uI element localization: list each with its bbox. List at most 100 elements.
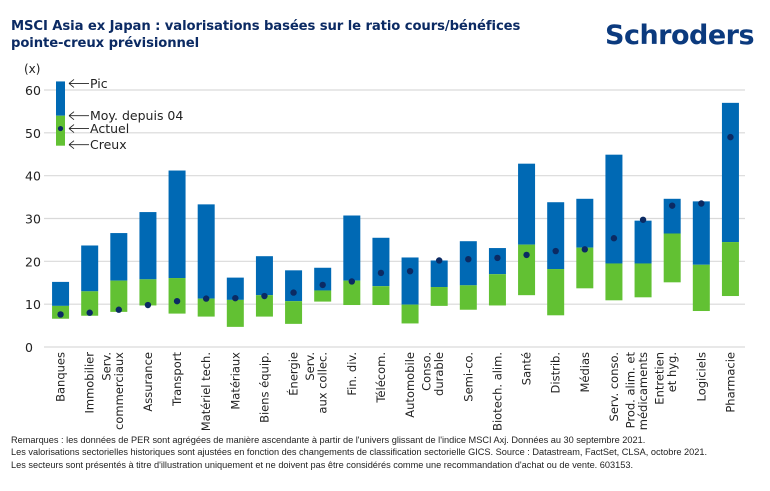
x-tick-label-line: Conso. — [420, 352, 434, 391]
x-tick-label: Semi-co. — [461, 352, 475, 402]
x-tick-label-line: médicaments — [636, 352, 650, 430]
x-tick-label: Santé — [520, 352, 534, 385]
x-tick-label: Matériaux — [228, 352, 242, 410]
y-tick-label: 0 — [25, 340, 33, 355]
x-tick-label-line: Biotech. alim. — [490, 352, 504, 430]
bar-upper-peak-to-average — [401, 257, 419, 305]
current-value-dot — [406, 267, 414, 275]
bar-lower-average-to-trough — [285, 301, 303, 324]
schroders-logo: Schroders — [605, 20, 755, 51]
bar-lower-average-to-trough — [634, 263, 652, 298]
x-axis-labels: Banques Immobilier Serv.commerciaux Assuran… — [54, 352, 738, 430]
current-value-dot — [494, 254, 501, 262]
bar-upper-peak-to-average — [692, 201, 710, 265]
x-tick-label: Banques — [54, 352, 68, 402]
legend-dot — [57, 125, 64, 132]
bar-group — [81, 245, 99, 316]
bar-upper-peak-to-average — [343, 215, 361, 281]
bar-lower-average-to-trough — [430, 287, 448, 306]
current-value-dot — [290, 289, 297, 296]
x-tick-label: Conso.durable — [420, 352, 447, 396]
bar-group — [547, 202, 565, 316]
x-tick-label-line: Distrib. — [549, 352, 563, 393]
y-tick-label: 40 — [25, 169, 41, 184]
bar-upper-peak-to-average — [255, 256, 273, 296]
x-tick-label-line: Pharmacie — [723, 352, 737, 413]
legend-arrow-icon — [68, 79, 89, 88]
bar-upper-peak-to-average — [197, 204, 215, 299]
current-value-dot — [319, 281, 326, 289]
y-tick-label: 30 — [25, 212, 41, 227]
legend-label-average: Moy. depuis 04 — [90, 108, 183, 123]
current-value-dot — [173, 297, 181, 305]
current-value-dot — [727, 133, 734, 141]
bar-group — [285, 270, 303, 324]
x-tick-label: Automobile — [403, 352, 417, 418]
footnotes: Remarques : les données de PER sont agré… — [11, 434, 761, 471]
x-tick-label: Biotech. alim. — [490, 352, 504, 430]
bar-group — [459, 241, 477, 310]
bar-group — [52, 281, 70, 319]
legend-label-trough: Creux — [90, 137, 127, 152]
footnote-source: Les valorisations sectorielles historiqu… — [11, 447, 708, 458]
bar-upper-peak-to-average — [605, 154, 623, 264]
legend-arrow-icon — [68, 140, 89, 150]
bar-group — [343, 215, 361, 306]
x-tick-label-line: Matériel tech. — [199, 352, 213, 430]
current-value-dot — [377, 269, 385, 277]
legend-arrow-icon — [68, 124, 89, 133]
bar-lower-average-to-trough — [488, 274, 506, 306]
bar-upper-peak-to-average — [576, 198, 594, 248]
bar-group — [430, 257, 448, 306]
bar-group — [634, 216, 652, 298]
bar-group — [663, 198, 681, 283]
x-tick-label: Fin. div. — [345, 352, 359, 396]
bar-lower-average-to-trough — [343, 280, 361, 306]
current-value-dot — [86, 309, 93, 316]
bar-upper-peak-to-average — [168, 170, 186, 279]
bar-upper-peak-to-average — [372, 237, 390, 287]
bar-group — [139, 212, 157, 309]
x-tick-label-line: commerciaux — [112, 352, 126, 430]
bar-lower-average-to-trough — [605, 263, 623, 301]
bar-group — [168, 170, 186, 314]
bar-group — [488, 248, 506, 306]
current-value-dot — [668, 202, 676, 209]
bar-lower-average-to-trough — [110, 280, 128, 312]
x-tick-label-line: aux collec. — [316, 352, 330, 414]
bar-group — [721, 102, 739, 297]
x-tick-label-line: Énergie — [286, 352, 301, 396]
y-axis-label: (x) — [24, 62, 40, 76]
bar-upper-peak-to-average — [110, 233, 128, 281]
bar-group — [197, 204, 215, 317]
x-tick-label: Médias — [578, 352, 592, 393]
current-value-dot — [348, 278, 356, 285]
bar-group — [314, 267, 332, 302]
bar-upper-peak-to-average — [226, 277, 244, 300]
x-tick-label: Pharmacie — [723, 352, 737, 413]
current-value-dot — [698, 200, 705, 207]
current-value-dot — [435, 257, 443, 264]
bar-upper-peak-to-average — [285, 270, 303, 302]
x-tick-label-line: Transport — [170, 352, 184, 407]
bar-lower-average-to-trough — [81, 291, 99, 316]
bar-group — [518, 163, 536, 296]
bar-upper-peak-to-average — [81, 245, 99, 292]
x-tick-label-line: Matériaux — [228, 352, 242, 410]
x-tick-label-line: Télécom. — [374, 352, 388, 404]
bar-lower-average-to-trough — [372, 286, 390, 306]
x-tick-label: Logiciels — [694, 352, 708, 402]
bar-upper-peak-to-average — [314, 267, 332, 291]
bar-group — [692, 200, 710, 312]
x-tick-label: Assurance — [141, 352, 155, 412]
bar-upper-peak-to-average — [430, 260, 448, 288]
legend-label-peak: Pic — [90, 76, 108, 91]
current-value-dot — [115, 306, 123, 313]
current-value-dot — [610, 235, 618, 242]
bar-upper-peak-to-average — [488, 248, 506, 275]
x-tick-label-line: Serv. — [303, 352, 317, 381]
current-value-dot — [202, 295, 210, 302]
footnote-remarks: Remarques : les données de PER sont agré… — [11, 435, 646, 445]
bar-lower-average-to-trough — [255, 295, 273, 317]
